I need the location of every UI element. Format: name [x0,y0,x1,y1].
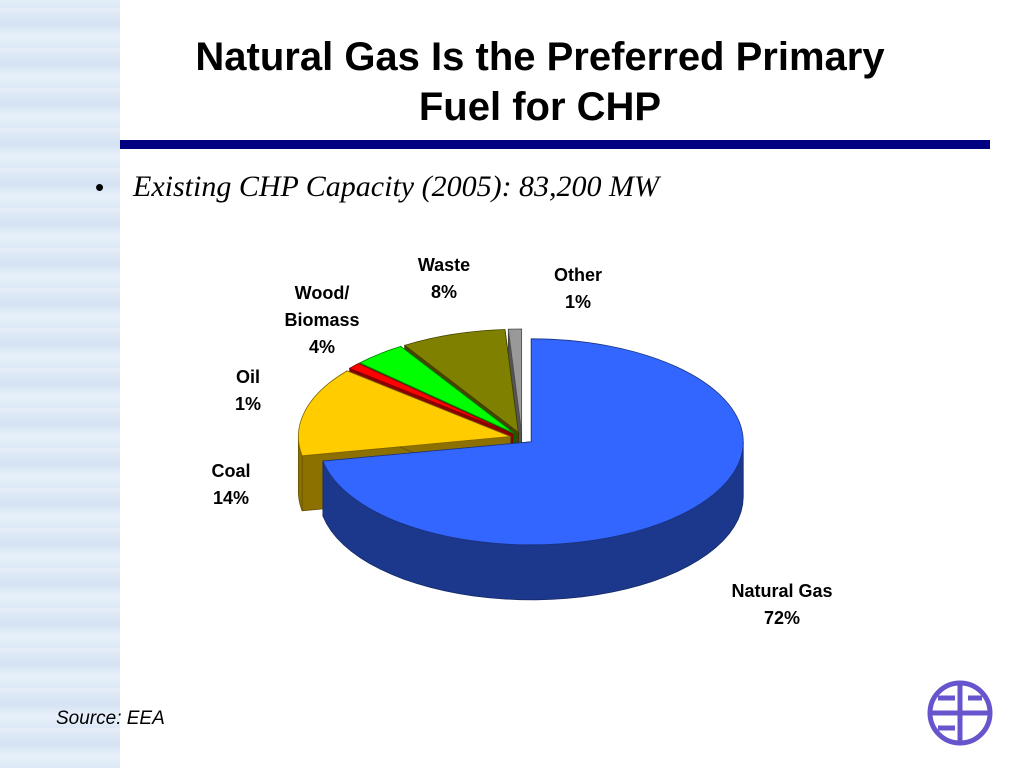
category-name: Other [553,265,602,285]
slice [348,363,514,435]
logo [927,680,993,746]
source-note: Source: EEA [56,708,165,729]
category-name: Coal [211,461,251,481]
slice [403,329,519,434]
slice [507,328,523,433]
value-label: 8% [430,282,457,302]
slice [358,345,515,434]
category-name: Natural Gas [731,581,833,601]
slide-title: Natural Gas Is the Preferred Primary Fue… [195,35,885,129]
title-rule [120,140,990,149]
value-label: 1% [234,394,261,414]
slice-label: Other 1% [538,262,618,316]
bullet: • [95,172,105,202]
value-label: 1% [564,292,591,312]
side-strip [0,0,120,768]
slice [322,338,744,546]
subtitle: Existing CHP Capacity (2005): 83,200 MW [133,170,660,203]
slice-label: Natural Gas 72% [697,578,867,632]
slice-label: Coal 14% [191,458,271,512]
value-label: 72% [763,608,801,628]
category-name: Waste [417,255,471,275]
pie [297,328,744,601]
slice-label: Waste 8% [404,252,484,306]
value-label: 4% [308,337,335,357]
value-label: 14% [212,488,250,508]
category-name: Wood/ Biomass [284,283,360,330]
category-name: Oil [235,367,260,387]
slice-label: Wood/ Biomass 4% [267,280,377,361]
slice [298,370,511,457]
slice-label: Oil 1% [218,364,278,418]
